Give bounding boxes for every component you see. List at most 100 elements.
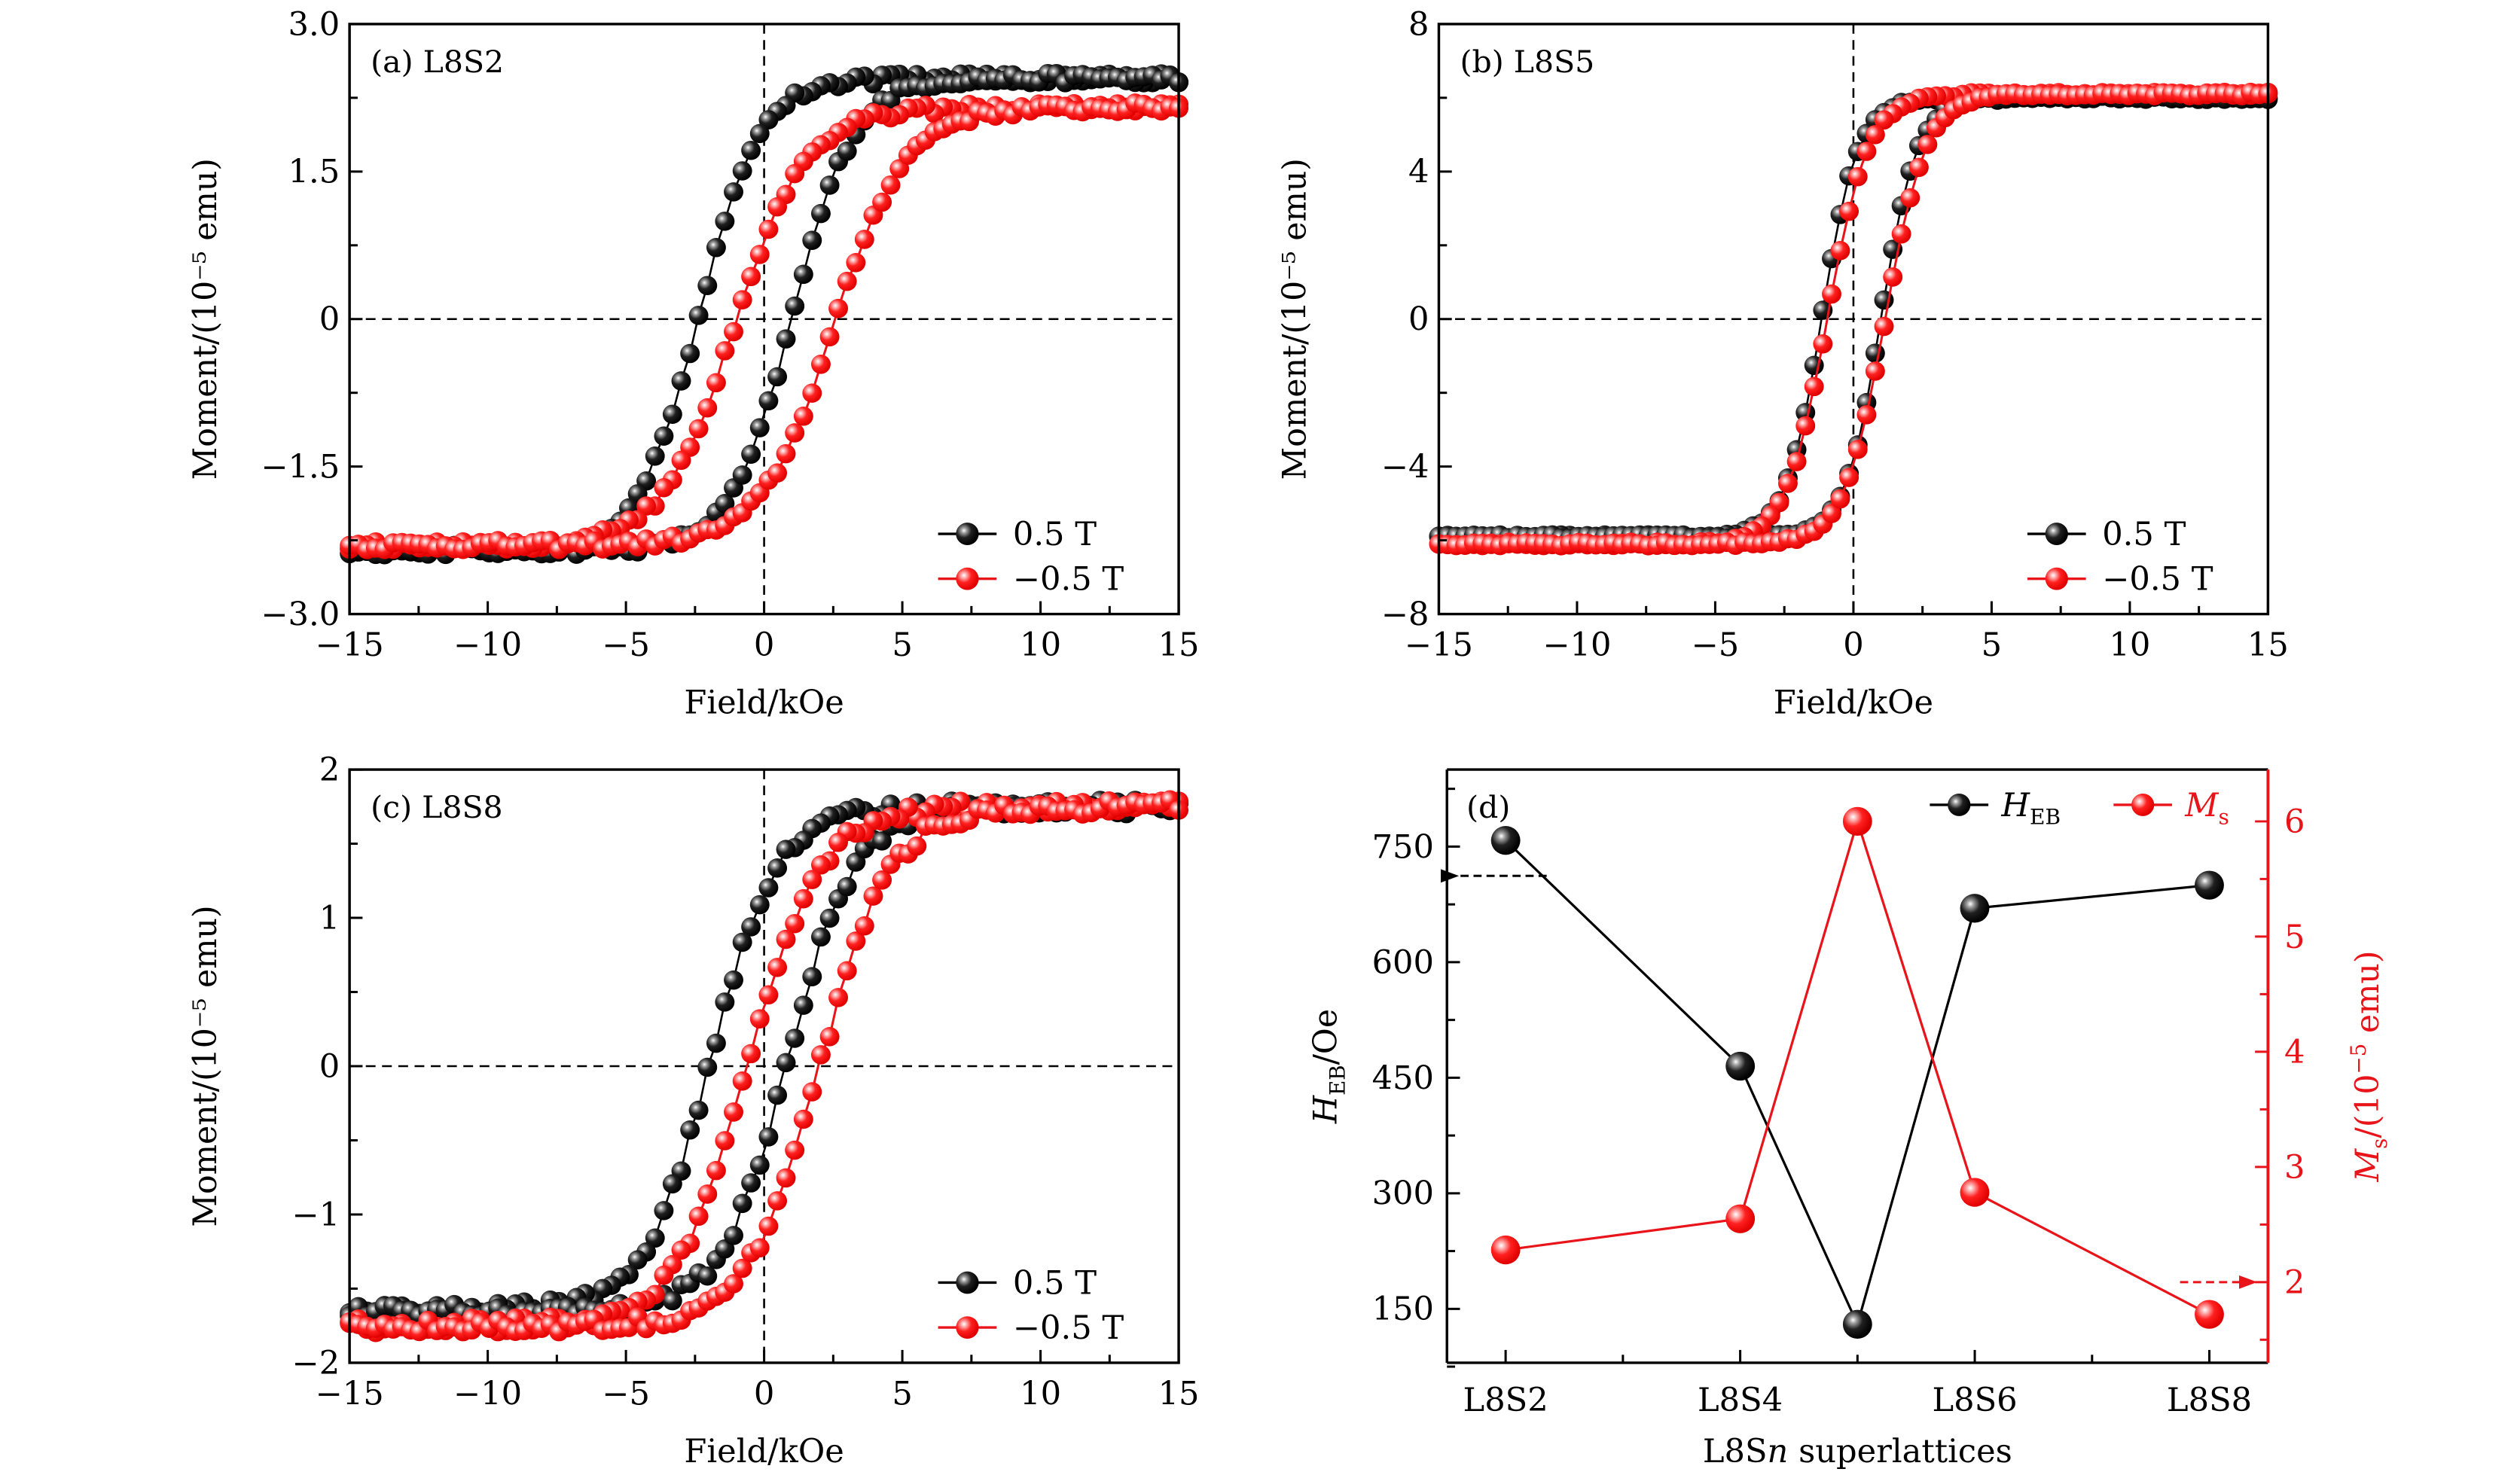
data-point: [741, 140, 761, 160]
data-point: [776, 1168, 796, 1188]
data-point: [645, 1228, 665, 1248]
y-tick-label: −1.5: [261, 449, 340, 486]
legend-label: 0.5 T: [2102, 516, 2186, 553]
data-point: [1830, 241, 1850, 261]
data-point: [1865, 343, 1885, 363]
panel-c-l8s8: −15 −10 −5 0 5 10 15−2−1012Field/kOeMoment/(10…: [187, 751, 1200, 1470]
legend-marker: [956, 567, 979, 590]
data-point: [1795, 416, 1816, 436]
data-point: [758, 878, 779, 897]
data-point: [654, 477, 674, 498]
y-tick-label: −3.0: [261, 596, 340, 634]
data-point: [837, 961, 857, 981]
x-tick-label: −10: [453, 1376, 522, 1413]
data-point: [724, 182, 743, 202]
series-heb: [1490, 826, 2224, 1339]
data-point: [837, 142, 857, 161]
data-point: [810, 855, 831, 875]
data-point: [802, 230, 822, 250]
data-point: [741, 1173, 761, 1193]
x-tick-label: −15: [1405, 626, 1473, 664]
data-point: [846, 931, 866, 951]
data-point: [1865, 361, 1885, 381]
data-point: [802, 967, 822, 986]
data-point: [758, 391, 779, 411]
legend-marker: [956, 1271, 979, 1294]
data-point: [837, 271, 857, 291]
x-tick-label: −15: [316, 626, 384, 664]
data-point: [1777, 474, 1798, 493]
y-right-tick-label: 4: [2284, 1034, 2305, 1071]
data-point: [627, 1250, 648, 1270]
data-point: [706, 1160, 726, 1181]
data-point: [671, 1240, 691, 1260]
data-point: [758, 219, 779, 239]
data-point: [741, 267, 761, 287]
legend-marker: [1948, 794, 1971, 816]
data-point: [741, 917, 761, 937]
y-left-tick-label: 750: [1372, 829, 1434, 867]
y-tick-label: 1.5: [288, 154, 340, 191]
data-point: [1842, 806, 1872, 837]
data-point: [654, 1201, 674, 1221]
data-point: [1917, 135, 1938, 154]
legend-marker: [2131, 794, 2155, 816]
data-point: [819, 908, 840, 928]
data-point: [724, 1226, 743, 1245]
legend-marker: [2045, 523, 2068, 545]
x-tick-label: L8S6: [1932, 1382, 2017, 1419]
legend-label: 0.5 T: [1013, 516, 1097, 553]
data-point: [697, 1266, 718, 1286]
data-point: [767, 1191, 788, 1211]
x-tick-label: −5: [602, 1376, 650, 1413]
data-point: [793, 407, 813, 426]
y-tick-label: 4: [1408, 154, 1429, 191]
data-point: [802, 383, 822, 403]
data-point: [724, 322, 743, 342]
data-point: [1813, 334, 1833, 354]
data-point: [706, 237, 726, 258]
data-point: [872, 870, 892, 890]
x-tick-label: 5: [892, 626, 912, 664]
legend-label: −0.5 T: [2102, 561, 2213, 599]
y-tick-label: −1: [292, 1196, 340, 1234]
x-axis-title: Field/kOe: [1774, 684, 1933, 722]
data-point: [688, 1100, 709, 1120]
data-point: [662, 404, 682, 424]
data-point: [1725, 1051, 1756, 1081]
data-point: [1804, 376, 1824, 397]
data-point: [776, 840, 796, 859]
data-point: [1891, 224, 1911, 244]
data-point: [654, 426, 674, 446]
data-point: [2195, 1300, 2224, 1329]
legend-marker: [2045, 567, 2068, 590]
x-axis-title: Field/kOe: [684, 684, 844, 722]
data-point: [724, 1274, 743, 1294]
data-point: [776, 929, 796, 949]
y-tick-label: 1: [319, 900, 340, 937]
data-point: [880, 175, 901, 195]
data-point: [1908, 157, 1929, 178]
data-point: [732, 161, 752, 181]
legend-item: 0.5 T: [938, 516, 1097, 553]
y-left-tick-label: 450: [1372, 1060, 1434, 1098]
data-point: [732, 1071, 752, 1091]
data-point: [1960, 894, 1990, 923]
data-point: [706, 373, 726, 393]
panel-label: (a) L8S2: [371, 44, 504, 80]
data-point: [785, 296, 805, 316]
series-line: [1505, 840, 2210, 1328]
data-point: [671, 371, 691, 391]
data-point: [1960, 1178, 1990, 1207]
y-axis-title: Moment/(10⁻⁵ emu): [187, 905, 224, 1227]
series-ms: [1490, 806, 2224, 1329]
data-point: [819, 175, 840, 195]
legend-item: 0.5 T: [2027, 516, 2186, 553]
data-point: [732, 290, 752, 309]
y-right-tick-label: 3: [2284, 1149, 2305, 1187]
x-tick-label: L8S4: [1698, 1382, 1783, 1419]
data-point: [793, 995, 813, 1015]
data-point: [767, 197, 788, 217]
data-point: [741, 1044, 761, 1064]
